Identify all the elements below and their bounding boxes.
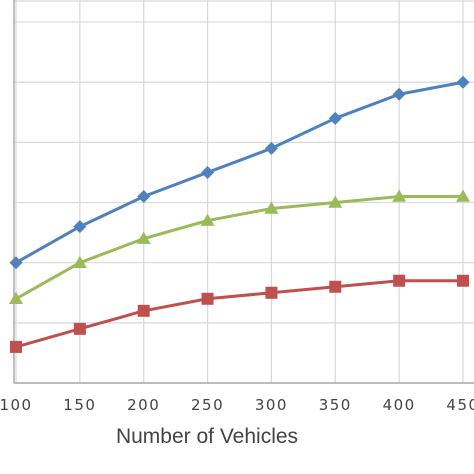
data-point — [328, 195, 343, 208]
series-diamond — [9, 75, 470, 270]
series-group — [9, 75, 470, 353]
x-tick-labels: 100 150 200 250 300 350 400 450 — [0, 396, 474, 414]
data-point — [9, 256, 23, 270]
data-point — [456, 75, 470, 89]
x-tick-label: 300 — [255, 396, 288, 414]
data-point — [329, 280, 342, 293]
x-tick-label: 100 — [0, 396, 33, 414]
axis-lines — [13, 0, 474, 384]
series-line — [15, 80, 464, 264]
x-axis-title: Number of Vehicles — [116, 425, 298, 448]
x-tick-label: 350 — [319, 396, 352, 414]
data-point — [457, 274, 469, 287]
data-point — [264, 141, 278, 155]
data-point — [264, 201, 279, 214]
series-square — [10, 274, 469, 353]
series-line — [15, 195, 463, 301]
data-point — [456, 189, 470, 202]
data-point — [200, 213, 215, 226]
data-point — [328, 111, 342, 125]
data-point — [9, 291, 23, 305]
data-point — [10, 340, 22, 353]
x-tick-label: 450 — [446, 396, 474, 414]
gridlines — [14, 0, 474, 383]
data-point — [392, 189, 407, 202]
data-point — [73, 220, 87, 234]
data-point — [137, 304, 150, 317]
data-point — [73, 322, 86, 335]
x-tick-label: 200 — [127, 396, 160, 414]
series-line — [15, 279, 463, 349]
data-point — [72, 255, 87, 268]
data-point — [137, 190, 151, 204]
x-tick-label: 250 — [191, 396, 224, 414]
x-tick-label: 150 — [63, 396, 96, 414]
data-point — [392, 87, 406, 101]
data-point — [265, 286, 278, 299]
x-tick-label: 400 — [383, 396, 416, 414]
data-point — [201, 292, 214, 305]
series-triangle — [9, 189, 470, 305]
data-point — [393, 274, 406, 287]
data-point — [136, 231, 151, 244]
data-point — [201, 165, 215, 179]
